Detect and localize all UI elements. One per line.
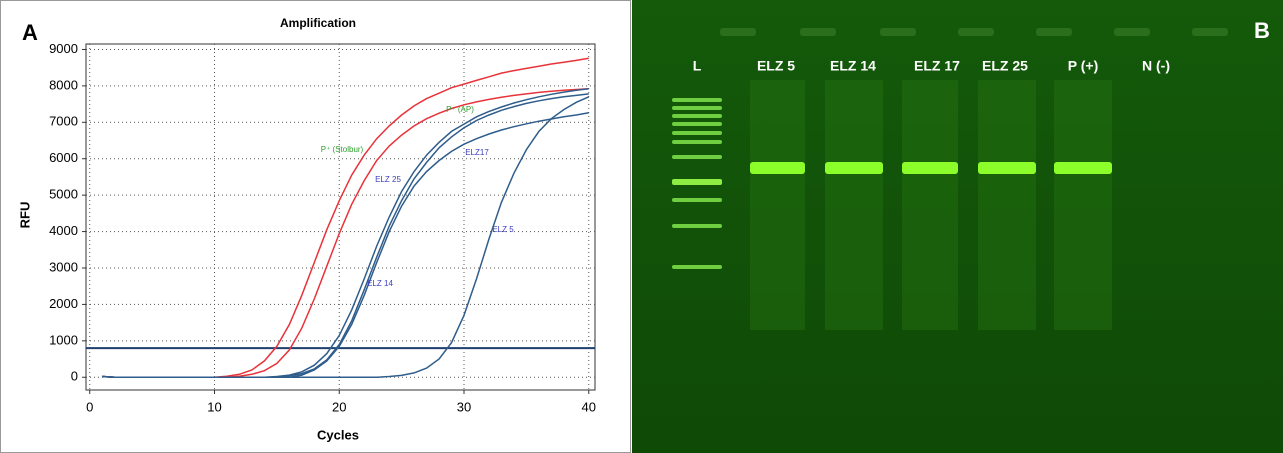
- ladder-band: [672, 155, 722, 159]
- gel-background: [632, 0, 1283, 453]
- ladder-band: [672, 106, 722, 110]
- lane-smear: [1054, 80, 1112, 330]
- sample-band: [978, 162, 1036, 174]
- series-label: ELZ 25: [375, 175, 401, 184]
- panel-label: A: [22, 20, 38, 45]
- y-tick-label: 9000: [49, 41, 78, 56]
- series-label: P⁺ (AP): [446, 105, 474, 114]
- x-tick-label: 30: [457, 399, 471, 414]
- y-axis-label: RFU: [17, 202, 32, 229]
- x-tick-label: 40: [582, 399, 596, 414]
- panel-label: B: [1254, 18, 1270, 43]
- series-label: P⁺ (Stolbur): [321, 145, 364, 154]
- lane-smear: [978, 80, 1036, 330]
- chart-title: Amplification: [280, 16, 356, 30]
- well: [1192, 28, 1228, 36]
- ladder-band: [672, 114, 722, 118]
- ladder-band: [672, 98, 722, 102]
- lane-label: ELZ 25: [982, 58, 1028, 74]
- chart: A Amplification Cycles RFU 0 1000 2000 3000…: [0, 0, 631, 453]
- y-tick-label: 2000: [49, 296, 78, 311]
- sample-band: [902, 162, 958, 174]
- lane-smear: [902, 80, 958, 330]
- ladder-band: [672, 265, 722, 269]
- ladder-band: [672, 122, 722, 126]
- series-line: [102, 96, 590, 379]
- y-tick-label: 4000: [49, 223, 78, 238]
- y-tick-label: 5000: [49, 187, 78, 202]
- well: [1036, 28, 1072, 36]
- lane-smear: [825, 80, 883, 330]
- gel-image: B L ELZ 5 ELZ 14 ELZ 17 ELZ 25 P (+) N (-): [632, 0, 1283, 453]
- y-tick-label: 3000: [49, 259, 78, 274]
- ladder-band: [672, 224, 722, 228]
- x-tick-label: 20: [332, 399, 346, 414]
- well: [720, 28, 756, 36]
- series-label: ELZ17: [465, 148, 489, 157]
- y-tick-label: 1000: [49, 332, 78, 347]
- y-tick-label: 0: [71, 369, 78, 384]
- ladder-band: [672, 179, 722, 185]
- lane-label: ELZ 14: [830, 58, 876, 74]
- sample-band: [825, 162, 883, 174]
- x-axis-label: Cycles: [317, 427, 359, 442]
- x-tick-label: 0: [86, 399, 93, 414]
- series-label: ELZ 14: [367, 279, 393, 288]
- lane-label: ELZ 5: [757, 58, 795, 74]
- lane-smear: [750, 80, 805, 330]
- y-tick-label: 8000: [49, 77, 78, 92]
- lane-label: L: [693, 58, 702, 74]
- well: [800, 28, 836, 36]
- ladder-band: [672, 131, 722, 135]
- ladder-band: [672, 140, 722, 144]
- lane-label: P (+): [1068, 58, 1098, 74]
- sample-band: [1054, 162, 1112, 174]
- y-tick-label: 7000: [49, 114, 78, 129]
- y-tick-label: 6000: [49, 150, 78, 165]
- ladder-band: [672, 198, 722, 202]
- x-tick-label: 10: [207, 399, 221, 414]
- lane-label: ELZ 17: [914, 58, 960, 74]
- sample-band: [750, 162, 805, 174]
- lane-label: N (-): [1142, 58, 1170, 74]
- series-label: ELZ 5: [492, 225, 514, 234]
- well: [1114, 28, 1150, 36]
- plot-area: [85, 43, 596, 391]
- well: [880, 28, 916, 36]
- well: [958, 28, 994, 36]
